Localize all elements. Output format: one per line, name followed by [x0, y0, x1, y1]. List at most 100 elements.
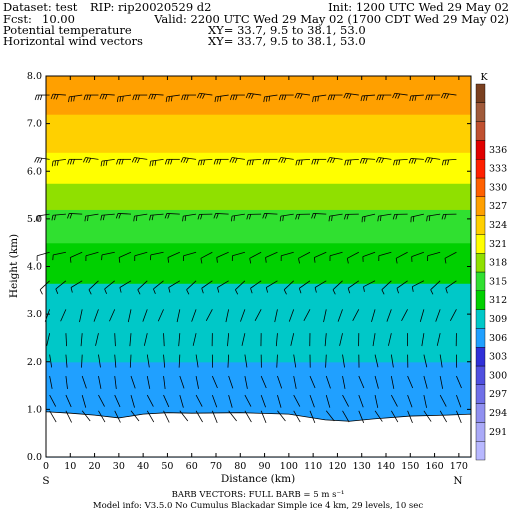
barb-shaft — [381, 280, 392, 290]
wind-barb — [309, 375, 316, 389]
barb-feather — [148, 93, 151, 100]
wind-barb — [309, 410, 316, 424]
colorbar-swatch — [475, 234, 486, 254]
wind-barb — [283, 280, 294, 295]
barb-shaft — [325, 375, 331, 389]
barb-feather — [199, 93, 203, 99]
theta-band — [46, 140, 471, 144]
barb-feather — [104, 288, 107, 294]
wind-barb — [419, 309, 425, 322]
wind-barb — [129, 333, 132, 347]
wind-barb — [411, 280, 425, 292]
wind-barb — [81, 375, 87, 389]
barb-shaft — [374, 354, 379, 368]
wind-barb — [390, 410, 399, 423]
colorbar-swatch — [475, 309, 486, 329]
theta-band — [46, 221, 471, 225]
wind-barb — [183, 251, 197, 262]
barb-feather — [311, 213, 314, 219]
barb-feather — [69, 159, 73, 165]
barb-feather — [376, 94, 379, 101]
barb-shaft — [114, 375, 117, 389]
theta-band — [46, 123, 471, 127]
barb-shaft — [117, 213, 132, 215]
x-tick-label: 60 — [186, 461, 198, 472]
theta-band — [46, 380, 471, 384]
wind-barb — [278, 94, 294, 101]
theta-band — [46, 230, 471, 234]
barb-shaft — [70, 251, 83, 258]
barb-feather — [87, 215, 89, 221]
wind-barb — [228, 410, 237, 422]
wind-barb — [347, 280, 360, 294]
wind-barb — [49, 354, 53, 368]
barb-feather — [265, 287, 268, 293]
barb-shaft — [423, 354, 428, 368]
barb-feather — [105, 160, 108, 166]
barb-shaft — [195, 375, 199, 389]
theta-band — [46, 197, 471, 201]
theta-band — [46, 383, 471, 387]
y-tick-label: 2.0 — [27, 357, 42, 368]
theta-band — [46, 168, 471, 172]
barb-shaft — [288, 309, 295, 322]
theta-band — [46, 268, 471, 272]
wind-barb — [393, 158, 408, 166]
barb-feather — [328, 216, 331, 222]
theta-band — [46, 330, 471, 334]
wind-barb — [131, 157, 148, 164]
barb-shaft — [372, 333, 376, 347]
barb-shaft — [329, 213, 343, 217]
wind-barb — [52, 251, 66, 261]
colorbar-swatch — [475, 403, 486, 423]
x-tick-label: 50 — [161, 461, 173, 472]
wind-barb — [114, 410, 121, 423]
barb-feather — [314, 287, 317, 293]
wind-barb — [118, 251, 132, 263]
wind-barb — [361, 213, 376, 223]
wind-barb — [441, 92, 457, 99]
barb-feather — [444, 214, 447, 220]
barb-feather — [203, 159, 205, 166]
x-tick-label: 170 — [450, 461, 468, 472]
wind-barb — [69, 251, 83, 263]
barb-shaft — [280, 213, 294, 217]
theta-band — [46, 214, 471, 218]
wind-barb — [149, 158, 164, 167]
wind-barb — [325, 375, 331, 389]
theta-band — [46, 302, 471, 306]
wind-barb — [409, 94, 424, 102]
wind-barb — [216, 251, 229, 263]
theta-band — [46, 137, 471, 141]
barb-shaft — [49, 354, 53, 368]
wind-barb — [168, 280, 181, 293]
barb-shaft — [163, 375, 166, 389]
wind-barb — [195, 354, 199, 368]
barb-feather — [348, 93, 352, 99]
theta-band — [46, 406, 471, 410]
wind-barb — [456, 410, 462, 424]
barb-feather — [344, 160, 347, 166]
wind-barb — [265, 251, 278, 263]
wind-barb — [142, 309, 148, 322]
wind-barb — [376, 94, 392, 101]
wind-barb — [85, 251, 99, 262]
wind-barb — [235, 280, 246, 295]
wind-barb — [378, 251, 392, 262]
wind-barb — [49, 375, 53, 389]
barb-shaft — [211, 394, 218, 408]
barb-feather — [84, 216, 87, 222]
theta-band — [46, 335, 471, 339]
barb-shaft — [390, 410, 399, 423]
barb-feather — [444, 258, 447, 264]
wind-barb — [88, 280, 99, 295]
wind-barb — [119, 280, 132, 293]
theta-band — [46, 159, 471, 163]
barb-feather — [88, 94, 92, 101]
barb-feather — [181, 94, 184, 101]
barb-shaft — [280, 157, 294, 160]
wind-barb — [101, 251, 115, 261]
wind-barb — [441, 213, 457, 220]
wind-barb — [98, 410, 106, 423]
theta-band — [46, 337, 471, 341]
